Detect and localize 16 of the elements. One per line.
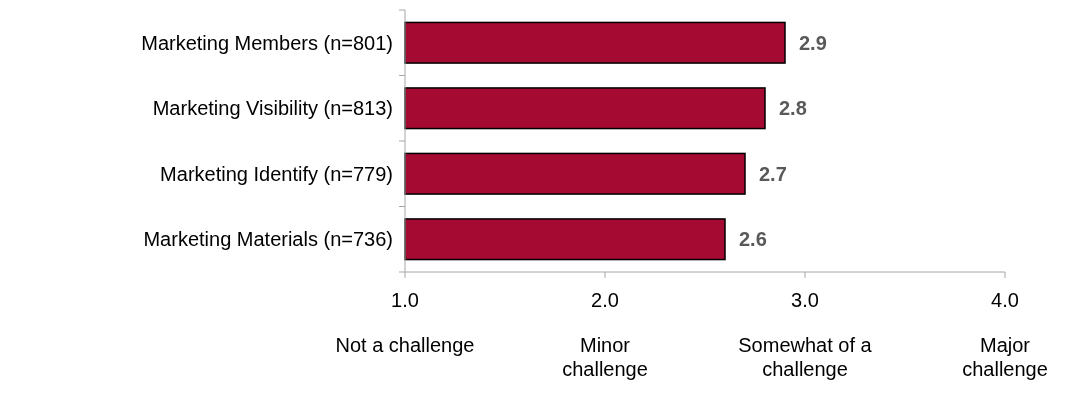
- y-tick-label: Marketing Members (n=801): [141, 31, 393, 54]
- data-label: 2.8: [779, 97, 807, 120]
- text: Not a challenge: [335, 334, 475, 356]
- text: Somewhat of a challenge: [738, 334, 873, 380]
- text: Major challenge: [962, 334, 1048, 380]
- text: Minor challenge: [562, 334, 648, 380]
- data-label: 2.9: [799, 31, 827, 54]
- x-tick-label: 4.0: [991, 289, 1019, 311]
- y-tick-label: Marketing Visibility (n=813): [152, 97, 393, 120]
- y-tick-label: Marketing Materials (n=736): [143, 228, 393, 251]
- data-label: 2.7: [759, 162, 787, 185]
- x-tick-label: 2.0: [591, 289, 619, 311]
- data-label: 2.6: [739, 228, 767, 251]
- x-tick-label: 3.0: [791, 289, 819, 311]
- x-tick-label: 1.0: [391, 289, 419, 311]
- y-tick-label: Marketing Identify (n=779): [160, 162, 393, 185]
